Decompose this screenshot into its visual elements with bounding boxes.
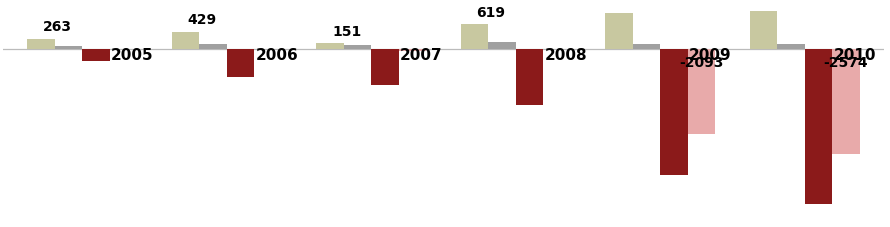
Text: 2009: 2009: [689, 48, 732, 63]
Bar: [832, 50, 860, 154]
Text: 2007: 2007: [400, 48, 443, 63]
Bar: [750, 12, 777, 50]
Bar: [55, 47, 82, 50]
Bar: [82, 50, 109, 62]
Bar: [344, 46, 371, 50]
Bar: [516, 50, 543, 106]
Bar: [399, 50, 426, 52]
Text: -2574: -2574: [823, 56, 869, 69]
Bar: [688, 50, 716, 135]
Text: 151: 151: [332, 25, 361, 38]
Text: 263: 263: [43, 20, 72, 34]
Bar: [461, 25, 489, 50]
Bar: [660, 50, 688, 176]
Text: 2005: 2005: [111, 48, 154, 63]
Bar: [316, 44, 344, 50]
Bar: [28, 39, 55, 50]
Text: 429: 429: [188, 13, 216, 27]
Text: 2006: 2006: [255, 48, 298, 63]
Bar: [777, 44, 805, 50]
Bar: [172, 33, 199, 50]
Text: 619: 619: [476, 6, 506, 20]
Bar: [805, 50, 832, 204]
Bar: [199, 45, 227, 50]
Text: 2008: 2008: [545, 48, 587, 63]
Bar: [605, 14, 633, 50]
Bar: [227, 50, 255, 78]
Bar: [489, 42, 516, 50]
Text: -2093: -2093: [679, 56, 724, 69]
Text: 2010: 2010: [834, 48, 877, 63]
Bar: [371, 50, 399, 86]
Bar: [633, 45, 660, 50]
